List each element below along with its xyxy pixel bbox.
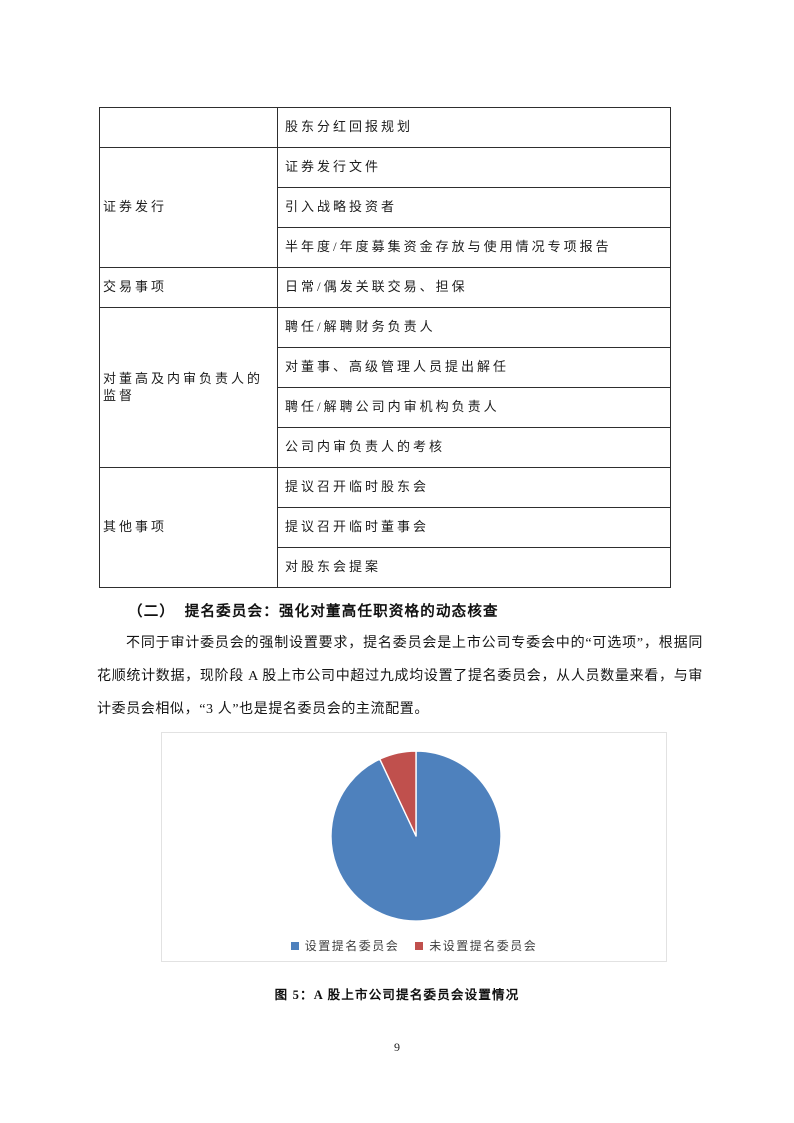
matters-table: 股东分红回报规划 证券发行 证券发行文件 引入战略投资者 半年度/年度募集资金存…: [99, 107, 671, 588]
pie-chart: [329, 749, 503, 923]
legend-label: 设置提名委员会: [304, 939, 400, 953]
table-item-cell: 聘任/解聘公司内审机构负责人: [277, 387, 671, 428]
table-item-cell: 半年度/年度募集资金存放与使用情况专项报告: [277, 227, 671, 268]
table-row: 聘任/解聘公司内审机构负责人: [100, 387, 671, 428]
table-category-cell: 交易事项: [99, 267, 278, 308]
table-row: 对董高及内审负责人的监督 聘任/解聘财务负责人: [99, 307, 671, 468]
table-item-cell: 提议召开临时董事会: [277, 507, 671, 548]
table-row: 交易事项 日常/偶发关联交易、担保: [99, 267, 671, 308]
pie-slice: [379, 750, 417, 837]
chart-legend: 设置提名委员会 未设置提名委员会: [162, 937, 666, 954]
table-category-cell: 证券发行: [99, 147, 278, 268]
table-item-cell: 日常/偶发关联交易、担保: [277, 267, 671, 308]
legend-item-set: 设置提名委员会: [290, 937, 400, 954]
page-number: 9: [394, 1040, 400, 1054]
legend-swatch-blue-icon: [290, 941, 299, 950]
table-row: 对股东会提案: [100, 547, 671, 588]
table-category-cell: [99, 107, 278, 148]
table-row: 股东分红回报规划: [99, 107, 671, 148]
table-item-cell: 提议召开临时股东会: [277, 467, 671, 508]
table-item-cell: 对董事、高级管理人员提出解任: [277, 347, 671, 388]
table-row: 其他事项 提议召开临时股东会: [99, 467, 671, 588]
figure-chart-panel: 设置提名委员会 未设置提名委员会: [161, 732, 667, 962]
table-row: 证券发行 证券发行文件: [99, 147, 671, 268]
pie-chart-svg: [330, 750, 502, 922]
body-paragraph: 不同于审计委员会的强制设置要求，提名委员会是上市公司专委会中的“可选项”，根据同…: [97, 636, 703, 717]
table-row: 半年度/年度募集资金存放与使用情况专项报告: [100, 227, 671, 268]
table-item-cell: 引入战略投资者: [277, 187, 671, 228]
table-item-cell: 公司内审负责人的考核: [277, 427, 671, 468]
table-row: 引入战略投资者: [100, 187, 671, 228]
table-row: 公司内审负责人的考核: [100, 427, 671, 468]
table-category-cell: 对董高及内审负责人的监督: [99, 307, 278, 468]
table-item-cell: 聘任/解聘财务负责人: [277, 307, 671, 348]
figure-caption: 图 5：A 股上市公司提名委员会设置情况: [274, 988, 520, 1002]
table-category-cell: 其他事项: [99, 467, 278, 588]
legend-swatch-red-icon: [415, 941, 424, 950]
section-heading: （二） 提名委员会：强化对董高任职资格的动态核查: [128, 604, 499, 620]
table-item-cell: 证券发行文件: [277, 147, 671, 188]
table-item-cell: 对股东会提案: [277, 547, 671, 588]
table-item-cell: 股东分红回报规划: [277, 107, 671, 148]
legend-label: 未设置提名委员会: [429, 939, 538, 953]
table-row: 提议召开临时董事会: [100, 507, 671, 548]
legend-item-notset: 未设置提名委员会: [415, 937, 537, 954]
